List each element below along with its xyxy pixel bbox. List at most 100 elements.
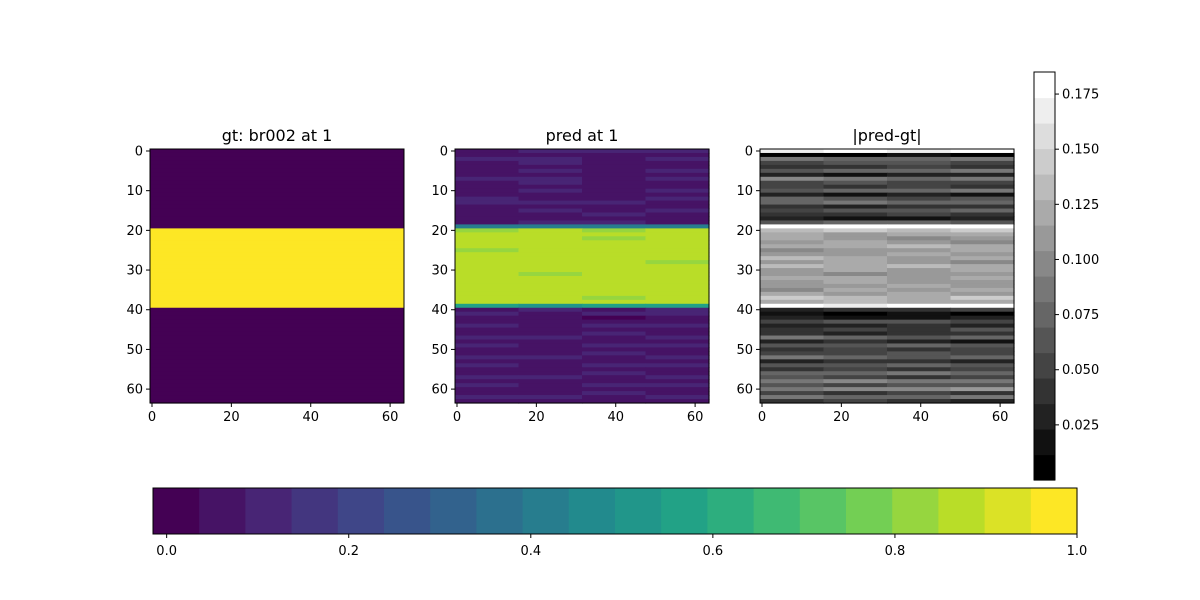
heatmap-cell xyxy=(645,383,710,388)
heatmap-cell xyxy=(887,152,952,158)
heatmap-cell xyxy=(760,367,825,372)
heatmap-cell xyxy=(950,248,1015,253)
heatmap-cell xyxy=(455,375,520,380)
pred-heatmap-cells xyxy=(455,149,710,404)
heatmap-cell xyxy=(518,343,583,349)
y-tick-label: 0 xyxy=(745,144,753,159)
heatmap-row xyxy=(150,347,404,353)
heatmap-cell xyxy=(518,375,583,380)
heatmap-cell xyxy=(823,208,888,214)
heatmap-cell xyxy=(950,307,1015,313)
heatmap-cell xyxy=(823,355,888,360)
heatmap-cell xyxy=(582,315,647,321)
heatmap-cell xyxy=(760,264,825,269)
heatmap-cell xyxy=(455,149,520,154)
heatmap-cell xyxy=(645,387,710,392)
heatmap-row xyxy=(150,172,404,178)
heatmap-cell xyxy=(823,248,888,253)
heatmap-cell xyxy=(950,200,1015,206)
heatmap-cell xyxy=(645,232,710,237)
x-tick-label: 60 xyxy=(382,410,399,425)
heatmap-cell xyxy=(582,307,647,313)
heatmap-cell xyxy=(950,180,1015,186)
heatmap-cell xyxy=(582,295,647,301)
heatmap-cell xyxy=(582,379,647,384)
heatmap-cell xyxy=(582,351,647,356)
heatmap-cell xyxy=(950,395,1015,400)
heatmap-cell xyxy=(645,363,710,368)
heatmap-cell xyxy=(455,220,520,226)
colorbar-level xyxy=(1034,327,1055,354)
heatmap-cell xyxy=(823,212,888,218)
heatmap-cell xyxy=(582,335,647,341)
heatmap-cell xyxy=(887,196,952,202)
heatmap-cell xyxy=(582,355,647,360)
heatmap-row xyxy=(150,307,404,313)
heatmap-cell xyxy=(582,180,647,186)
heatmap-row xyxy=(150,295,404,301)
heatmap-cell xyxy=(887,311,952,317)
heatmap-cell xyxy=(645,240,710,245)
heatmap-cell xyxy=(950,295,1015,301)
heatmap-cell xyxy=(582,303,647,309)
heatmap-cell xyxy=(518,252,583,257)
heatmap-row xyxy=(150,228,404,233)
heatmap-cell xyxy=(645,160,710,166)
heatmap-cell xyxy=(823,319,888,325)
heatmap-cell xyxy=(950,188,1015,194)
heatmap-cell xyxy=(455,363,520,368)
heatmap-cell xyxy=(455,188,520,194)
heatmap-cell xyxy=(760,291,825,297)
heatmap-cell xyxy=(455,208,520,214)
heatmap-cell xyxy=(887,359,952,364)
heatmap-cell xyxy=(760,295,825,301)
colorbar-level xyxy=(1034,123,1055,150)
heatmap-cell xyxy=(950,168,1015,174)
heatmap-cell xyxy=(455,399,520,404)
heatmap-cell xyxy=(887,295,952,301)
heatmap-cell xyxy=(582,383,647,388)
heatmap-cell xyxy=(950,156,1015,162)
heatmap-cell xyxy=(760,347,825,353)
heatmap-cell xyxy=(645,315,710,321)
heatmap-row xyxy=(150,327,404,333)
heatmap-cell xyxy=(887,367,952,372)
heatmap-cell xyxy=(582,339,647,345)
heatmap-cell xyxy=(518,236,583,241)
heatmap-cell xyxy=(455,176,520,182)
heatmap-cell xyxy=(823,371,888,376)
gt-axis-ticks: 0 20 40 60 0 10 20 30 40 50 60 xyxy=(126,144,398,425)
heatmap-row xyxy=(150,343,404,349)
heatmap-cell xyxy=(760,244,825,249)
heatmap-cell xyxy=(950,192,1015,198)
heatmap-cell xyxy=(950,260,1015,265)
heatmap-cell xyxy=(518,319,583,325)
colorbar-level xyxy=(153,488,200,534)
heatmap-cell xyxy=(455,268,520,273)
heatmap-row xyxy=(150,152,404,158)
colorbar-level xyxy=(337,488,385,534)
colorbar-level xyxy=(1034,199,1055,226)
heatmap-cell xyxy=(760,379,825,384)
heatmap-row xyxy=(150,260,404,265)
heatmap-cell xyxy=(950,216,1015,222)
heatmap-cell xyxy=(823,204,888,210)
heatmap-cell xyxy=(518,224,583,229)
heatmap-cell xyxy=(823,172,888,178)
heatmap-cell xyxy=(455,339,520,345)
colorbar-level xyxy=(1034,276,1055,303)
heatmap-cell xyxy=(760,172,825,178)
heatmap-cell xyxy=(645,395,710,400)
heatmap-row xyxy=(150,208,404,214)
heatmap-cell xyxy=(760,160,825,166)
heatmap-row xyxy=(150,272,404,277)
heatmap-cell xyxy=(887,224,952,229)
heatmap-cell xyxy=(518,351,583,356)
heatmap-cell xyxy=(455,192,520,198)
y-tick-label: 20 xyxy=(736,224,753,239)
heatmap-cell xyxy=(823,383,888,388)
heatmap-cell xyxy=(645,268,710,273)
heatmap-cell xyxy=(582,311,647,317)
heatmap-cell xyxy=(950,176,1015,182)
heatmap-cell xyxy=(518,188,583,194)
